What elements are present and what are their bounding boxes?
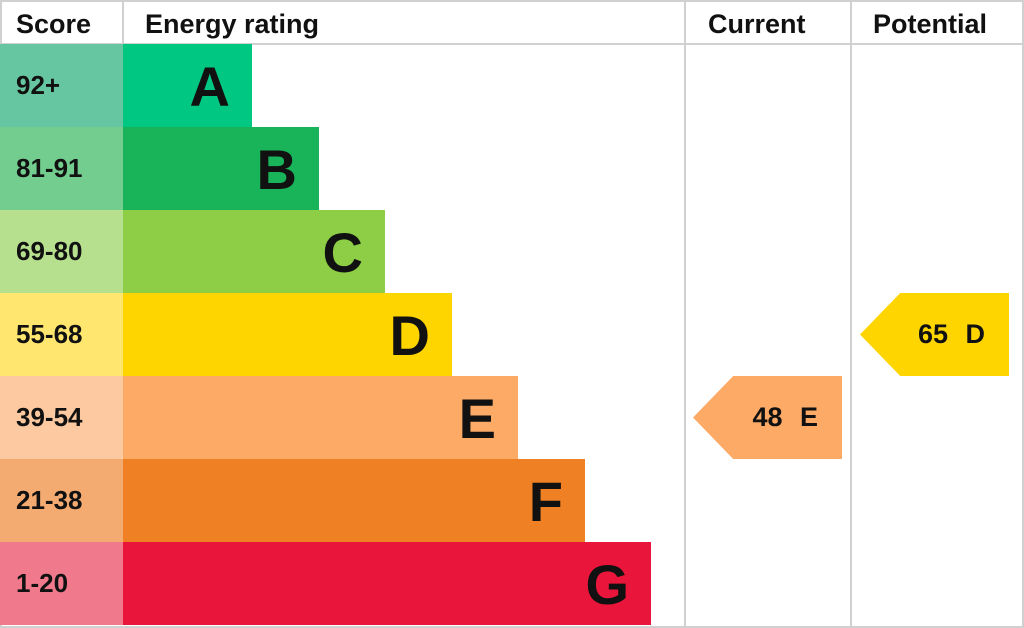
- band-bar-b: B: [123, 127, 319, 210]
- band-bar-g: G: [123, 542, 651, 625]
- current-rating-arrow: 48 E: [693, 376, 842, 459]
- score-range-g: 1-20: [0, 542, 123, 625]
- header-divider: [0, 43, 1024, 45]
- potential-divider: [850, 0, 852, 628]
- band-bar-d: D: [123, 293, 452, 376]
- current-divider: [684, 0, 686, 628]
- right-border: [1022, 0, 1024, 628]
- score-range-e: 39-54: [0, 376, 123, 459]
- score-range-a: 92+: [0, 44, 123, 127]
- score-range-d: 55-68: [0, 293, 123, 376]
- band-bar-c: C: [123, 210, 385, 293]
- header-current: Current: [708, 9, 806, 39]
- header-score: Score: [16, 9, 92, 39]
- top-border: [0, 0, 1024, 2]
- header-energy-rating: Energy rating: [145, 9, 320, 39]
- score-divider: [122, 0, 124, 44]
- potential-rating-arrow: 65 D: [860, 293, 1009, 376]
- bottom-border: [0, 626, 1024, 628]
- header-potential: Potential: [873, 9, 988, 39]
- band-bar-a: A: [123, 44, 252, 127]
- band-bar-e: E: [123, 376, 518, 459]
- band-bar-f: F: [123, 459, 585, 542]
- score-range-b: 81-91: [0, 127, 123, 210]
- score-range-c: 69-80: [0, 210, 123, 293]
- score-range-f: 21-38: [0, 459, 123, 542]
